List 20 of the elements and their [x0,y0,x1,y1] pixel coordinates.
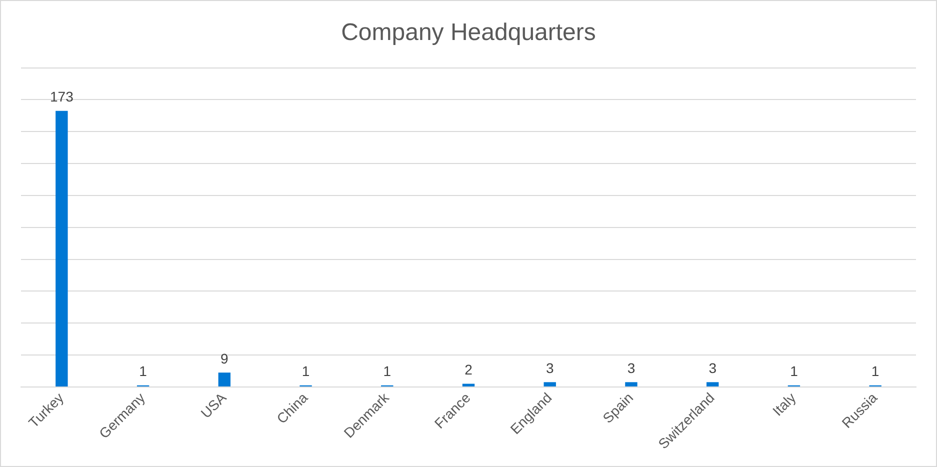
x-tick-label: USA [198,388,230,422]
data-label: 3 [546,360,554,376]
data-label: 1 [139,363,148,380]
x-tick-label: Italy [769,389,799,419]
bar [625,382,638,386]
data-label: 1 [383,363,392,380]
data-label: 1 [871,363,880,380]
data-label: 3 [708,360,717,376]
data-label: 9 [220,350,229,366]
bar [56,110,68,386]
data-label: 1 [302,363,310,380]
bar [544,382,556,386]
data-label: 1 [790,363,798,380]
bar [462,384,475,386]
chart-title: Company Headquarters [341,19,596,46]
data-label: 173 [50,88,74,105]
data-label: 3 [627,360,636,376]
bar [706,382,719,386]
data-label: 2 [464,362,473,378]
bar [218,372,231,386]
